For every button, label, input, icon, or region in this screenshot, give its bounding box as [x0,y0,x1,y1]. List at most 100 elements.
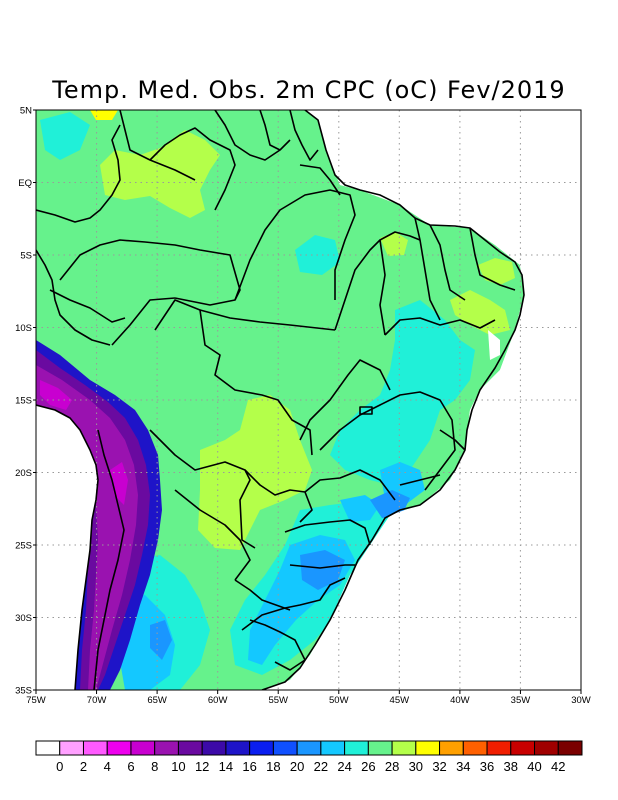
blue-patch-south [300,550,345,590]
colorbar-swatch [130,740,156,756]
colorbar-label: 2 [80,759,87,774]
colorbar-swatch [344,740,369,756]
border-northeast-states [414,217,516,321]
border-bahia [384,317,496,336]
border-venezuela [119,110,196,181]
pixel-edge-northeast [488,330,500,360]
border-argentina-uruguay [234,579,291,611]
colorbar-label: 20 [290,759,304,774]
border-rio-grande-sul [241,577,346,631]
y-axis: 5N EQ 5S 10S 15S 20S 25S 30S 35S [15,106,36,697]
colorbar-swatch [106,740,132,756]
border-paraguay-brazil [244,469,313,523]
colorbar-label: 4 [104,759,111,774]
colorbar-swatch [296,740,322,756]
colorbar-label: 8 [151,759,158,774]
x-tick-label: 30W [571,695,591,706]
colorbar-label: 28 [385,759,399,774]
coastline-pacific [36,404,99,690]
x-tick-label: 55W [268,695,288,706]
y-tick-label: 5N [20,106,32,117]
colorbar-swatch [177,740,203,756]
border-para [234,189,356,301]
colorbar-swatch [557,740,583,756]
border-paraguay-argentina [174,489,251,581]
colorbar-label: 24 [337,759,351,774]
border-santa-catarina [289,564,355,569]
border-brazil-bolivia [111,297,176,346]
warm-patch-small-ne [380,232,408,256]
x-tick-label: 50W [329,695,349,706]
border-espirito-santo [439,429,466,451]
colorbar-swatch [82,740,108,756]
colorbar-label: 0 [56,759,63,774]
colorbar-swatch [249,740,274,756]
colorbar-label: 38 [504,759,518,774]
map-plot-area [36,110,581,690]
border-goias [299,359,391,441]
y-tick-label: 30S [15,613,32,624]
border-tocantins [334,239,386,336]
colorbar-swatch [510,740,536,756]
colorbar-swatch [35,740,61,756]
border-suriname [259,110,281,151]
cool-patch-east [330,300,475,485]
border-parana [284,519,371,546]
x-tick-label: 75W [26,695,46,706]
cool-patch-northwest [40,112,90,160]
border-sao-paulo [304,469,396,501]
colorbar-swatch [415,740,441,756]
colorbar-label: 16 [242,759,256,774]
colorbar-swatch [320,740,346,756]
y-tick-label: EQ [18,178,32,189]
colorbar-label: 6 [127,759,134,774]
colorbar-label: 30 [409,759,423,774]
blue-patch-serra [370,490,410,518]
colorbar-label: 40 [527,759,541,774]
colorbar-label: 26 [361,759,375,774]
border-acre [49,289,126,323]
border-french-guiana [289,110,319,161]
x-tick-label: 35W [511,695,531,706]
colorbar-swatch [225,740,251,756]
border-peru-brazil [36,249,111,346]
colorbar-swatch [439,740,464,756]
y-tick-label: 10S [15,323,32,334]
border-df [359,406,373,415]
warm-patch-north [100,130,220,218]
colorbar-label: 10 [171,759,185,774]
colorbar-swatch [391,740,417,756]
border-andes-chile [93,429,125,690]
y-tick-label: 25S [15,541,32,552]
y-tick-label: 20S [15,468,32,479]
colorbar-label: 34 [456,759,470,774]
political-borders [36,110,525,690]
border-amazonas [59,239,241,306]
y-tick-label: 15S [15,396,32,407]
andes-coldest-patch [40,380,72,410]
colorbar-swatch [272,740,298,756]
border-maranhao-piaui [379,231,421,241]
warm-patch-northeast [450,290,510,335]
x-tick-label: 45W [390,695,410,706]
border-roraima [149,127,236,211]
colorbar-label: 22 [314,759,328,774]
coastline-atlantic [261,110,525,690]
border-uruguay-brazil [249,619,306,671]
x-tick-label: 60W [208,695,228,706]
warm-patch-center [198,395,312,550]
colorbar-label: 32 [432,759,446,774]
colorbar-swatch [462,740,488,756]
blue-patch-andes [150,620,172,660]
colorbar: 0 2 4 6 8 10 12 14 16 18 20 22 24 26 28 30 32 34 36 38 40 42 [35,740,583,774]
map-title: Temp. Med. Obs. 2m CPC (oC) Fev/2019 [51,76,565,104]
colorbar-label: 36 [480,759,494,774]
pacific-ocean-mask [36,405,98,690]
y-tick-label: 5S [20,251,32,262]
colorbar-swatch [534,740,559,756]
border-brazil-west [154,299,313,456]
border-mato-grosso [199,309,336,331]
colorbar-label: 18 [266,759,280,774]
lightblue-patch-southeast [340,495,380,522]
border-amapa [299,164,341,196]
